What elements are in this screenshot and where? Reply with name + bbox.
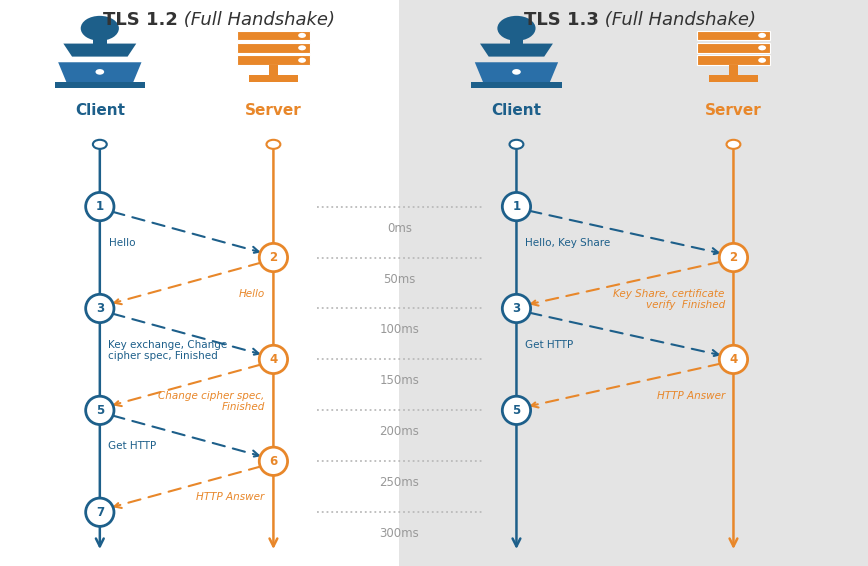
Text: 2: 2 xyxy=(729,251,738,264)
Text: 50ms: 50ms xyxy=(383,273,416,285)
Ellipse shape xyxy=(260,447,287,475)
FancyBboxPatch shape xyxy=(697,31,770,40)
Circle shape xyxy=(759,58,766,63)
FancyBboxPatch shape xyxy=(697,43,770,53)
Ellipse shape xyxy=(86,396,114,424)
Text: Server: Server xyxy=(705,103,762,118)
Ellipse shape xyxy=(503,396,530,424)
Text: 150ms: 150ms xyxy=(379,375,419,387)
Text: 1: 1 xyxy=(95,200,104,213)
FancyBboxPatch shape xyxy=(729,65,738,76)
Text: Hello: Hello xyxy=(108,238,135,248)
Ellipse shape xyxy=(720,243,747,272)
FancyBboxPatch shape xyxy=(697,55,770,65)
Text: Get HTTP: Get HTTP xyxy=(525,340,574,350)
FancyBboxPatch shape xyxy=(93,33,107,44)
Text: 7: 7 xyxy=(95,506,104,518)
FancyBboxPatch shape xyxy=(399,0,868,566)
Text: Key Share, certificate
verify  Finished: Key Share, certificate verify Finished xyxy=(614,289,725,310)
Circle shape xyxy=(299,45,306,50)
Ellipse shape xyxy=(720,345,747,374)
Circle shape xyxy=(512,69,521,75)
Ellipse shape xyxy=(260,243,287,272)
Text: 250ms: 250ms xyxy=(379,477,419,489)
Text: Server: Server xyxy=(245,103,302,118)
Text: 6: 6 xyxy=(269,455,278,468)
Circle shape xyxy=(497,16,536,41)
FancyBboxPatch shape xyxy=(709,75,758,82)
Polygon shape xyxy=(475,62,558,83)
Text: 200ms: 200ms xyxy=(379,426,419,438)
Text: TLS 1.3: TLS 1.3 xyxy=(524,11,599,29)
Ellipse shape xyxy=(260,345,287,374)
Ellipse shape xyxy=(86,192,114,221)
Ellipse shape xyxy=(503,294,530,323)
Circle shape xyxy=(759,45,766,50)
Text: (Full Handshake): (Full Handshake) xyxy=(599,11,756,29)
Text: 3: 3 xyxy=(512,302,521,315)
Text: Client: Client xyxy=(491,103,542,118)
Circle shape xyxy=(299,33,306,38)
Circle shape xyxy=(266,140,280,149)
FancyBboxPatch shape xyxy=(510,33,523,44)
Circle shape xyxy=(759,33,766,38)
Polygon shape xyxy=(480,44,553,57)
Text: Change cipher spec,
Finished: Change cipher spec, Finished xyxy=(159,391,265,412)
Polygon shape xyxy=(63,44,136,57)
Text: Key exchange, Change
cipher spec, Finished: Key exchange, Change cipher spec, Finish… xyxy=(108,340,227,361)
Text: 0ms: 0ms xyxy=(387,222,411,234)
Circle shape xyxy=(299,58,306,63)
Text: 3: 3 xyxy=(95,302,104,315)
FancyBboxPatch shape xyxy=(249,75,298,82)
Text: Get HTTP: Get HTTP xyxy=(108,441,157,452)
Text: HTTP Answer: HTTP Answer xyxy=(656,391,725,401)
Text: 100ms: 100ms xyxy=(379,324,419,336)
Text: 4: 4 xyxy=(729,353,738,366)
Text: TLS 1.2: TLS 1.2 xyxy=(103,11,178,29)
FancyBboxPatch shape xyxy=(55,82,145,88)
Circle shape xyxy=(93,140,107,149)
Text: HTTP Answer: HTTP Answer xyxy=(196,492,265,503)
Text: Hello: Hello xyxy=(239,289,265,299)
Text: 2: 2 xyxy=(269,251,278,264)
Circle shape xyxy=(95,69,104,75)
Text: Hello, Key Share: Hello, Key Share xyxy=(525,238,610,248)
Text: 1: 1 xyxy=(512,200,521,213)
Circle shape xyxy=(727,140,740,149)
Polygon shape xyxy=(58,62,141,83)
Text: 4: 4 xyxy=(269,353,278,366)
Text: 5: 5 xyxy=(95,404,104,417)
Text: 5: 5 xyxy=(512,404,521,417)
FancyBboxPatch shape xyxy=(471,82,562,88)
Text: 300ms: 300ms xyxy=(379,528,419,540)
Text: (Full Handshake): (Full Handshake) xyxy=(178,11,335,29)
FancyBboxPatch shape xyxy=(237,43,310,53)
Circle shape xyxy=(510,140,523,149)
FancyBboxPatch shape xyxy=(237,31,310,40)
FancyBboxPatch shape xyxy=(269,65,278,76)
Circle shape xyxy=(81,16,119,41)
Ellipse shape xyxy=(86,294,114,323)
FancyBboxPatch shape xyxy=(237,55,310,65)
Ellipse shape xyxy=(86,498,114,526)
Ellipse shape xyxy=(503,192,530,221)
Text: Client: Client xyxy=(75,103,125,118)
